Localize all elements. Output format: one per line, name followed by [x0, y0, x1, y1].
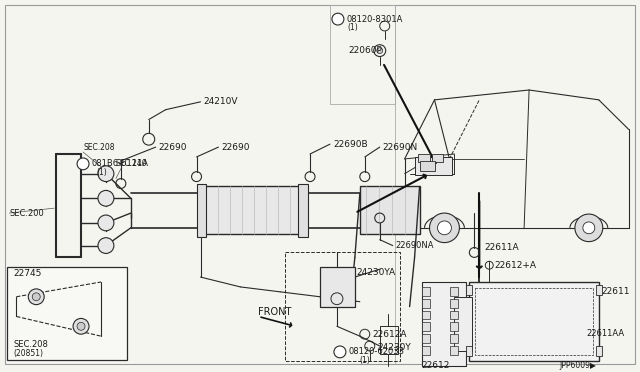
Text: 22060P: 22060P — [348, 46, 381, 55]
Text: SEC.208: SEC.208 — [83, 142, 115, 152]
Bar — [467, 285, 472, 295]
Text: (1): (1) — [96, 168, 107, 177]
Text: 08120-62033: 08120-62033 — [349, 347, 405, 356]
Bar — [422, 299, 429, 308]
Circle shape — [77, 158, 89, 170]
Bar — [298, 183, 308, 237]
Circle shape — [28, 289, 44, 305]
Text: 22611A: 22611A — [484, 243, 519, 252]
Text: 22690: 22690 — [159, 142, 188, 152]
Circle shape — [377, 48, 383, 54]
Circle shape — [32, 293, 40, 301]
Bar — [422, 287, 429, 296]
Bar — [451, 287, 458, 296]
Bar — [451, 334, 458, 343]
Circle shape — [575, 214, 603, 242]
Circle shape — [98, 215, 114, 231]
Bar — [8, 267, 127, 360]
Circle shape — [77, 323, 85, 330]
Bar — [451, 299, 458, 308]
Bar — [467, 346, 472, 356]
Circle shape — [429, 213, 460, 243]
Bar — [196, 183, 207, 237]
Text: 22690: 22690 — [221, 142, 250, 152]
Text: 24230YA: 24230YA — [357, 267, 396, 277]
Bar — [596, 346, 602, 356]
Bar — [330, 5, 395, 104]
Bar — [422, 323, 429, 331]
Bar — [431, 154, 444, 162]
Text: FRONT: FRONT — [259, 307, 292, 317]
Text: 24210V: 24210V — [204, 97, 238, 106]
Text: B: B — [335, 15, 340, 23]
Circle shape — [73, 318, 89, 334]
Text: SEC.140: SEC.140 — [116, 159, 147, 169]
Bar — [422, 334, 429, 343]
Text: 24230Y: 24230Y — [378, 343, 412, 352]
Text: SEC.200: SEC.200 — [10, 209, 44, 218]
Text: SEC.208: SEC.208 — [13, 340, 48, 349]
Bar — [417, 154, 429, 162]
Bar — [476, 288, 593, 355]
Text: 22611AA: 22611AA — [587, 329, 625, 338]
Text: 22611: 22611 — [602, 287, 630, 296]
Circle shape — [438, 221, 451, 235]
Text: 22690NA: 22690NA — [396, 241, 434, 250]
Circle shape — [332, 13, 344, 25]
Bar — [451, 311, 458, 320]
Text: 22745: 22745 — [13, 269, 42, 278]
Text: 22612+A: 22612+A — [494, 261, 536, 270]
Text: 08120-8301A: 08120-8301A — [347, 15, 403, 23]
Bar — [451, 346, 458, 355]
Bar — [320, 267, 355, 307]
Bar — [360, 186, 420, 234]
Circle shape — [98, 238, 114, 253]
Bar — [596, 285, 602, 295]
Bar — [420, 161, 435, 171]
Bar — [415, 157, 452, 175]
Bar — [422, 282, 467, 366]
Bar — [285, 253, 399, 361]
Circle shape — [98, 166, 114, 182]
Bar — [422, 311, 429, 320]
Text: B: B — [80, 159, 86, 169]
Bar — [451, 323, 458, 331]
Text: (1): (1) — [347, 23, 358, 32]
Bar — [380, 326, 397, 354]
Circle shape — [98, 190, 114, 206]
Text: JPP6009▶: JPP6009▶ — [559, 361, 596, 370]
Text: 22690B: 22690B — [333, 140, 367, 149]
Text: 22612A: 22612A — [372, 330, 407, 339]
Text: 22612: 22612 — [422, 361, 450, 370]
Bar — [422, 346, 429, 355]
Bar — [454, 297, 472, 351]
Bar — [469, 282, 599, 361]
Text: B: B — [337, 347, 343, 356]
Text: 22690N: 22690N — [383, 142, 418, 152]
Circle shape — [334, 346, 346, 358]
Bar — [200, 186, 300, 234]
Text: (20851): (20851) — [13, 349, 44, 358]
Text: 081B6-6121A: 081B6-6121A — [92, 159, 149, 169]
Circle shape — [583, 222, 595, 234]
Text: (1): (1) — [360, 356, 371, 365]
